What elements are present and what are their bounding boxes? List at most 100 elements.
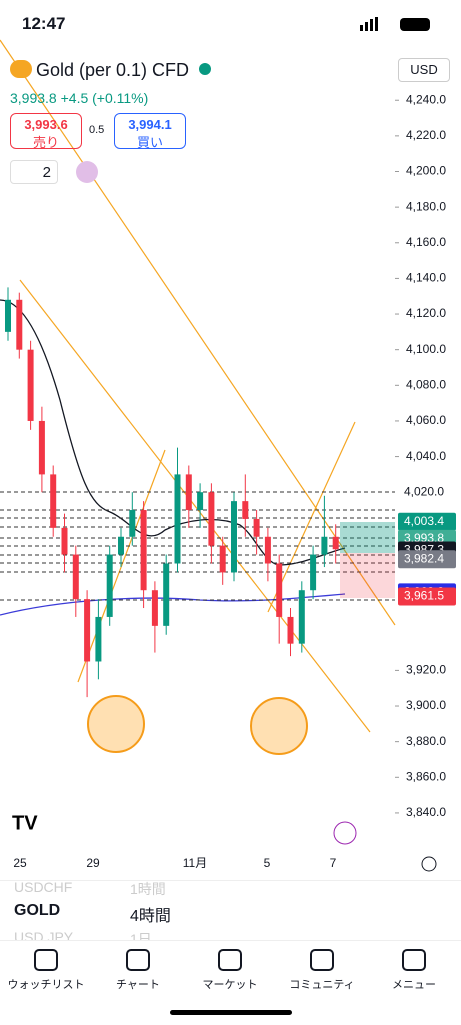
y-tick-label: 4,060.0 (406, 413, 446, 427)
y-tick-label: 3,840.0 (406, 805, 446, 819)
sell-button[interactable]: 3,993.6 売り (10, 113, 82, 150)
y-tick-label: 4,080.0 (406, 377, 446, 391)
logo: TV (12, 812, 38, 834)
market-open-dot (199, 63, 211, 75)
candle-body (287, 616, 294, 644)
highlight-circle (87, 695, 145, 753)
candle-body (16, 299, 23, 350)
price-badge-label: 4,003.4 (404, 514, 444, 528)
candle-body (95, 616, 102, 662)
candle-body (310, 554, 317, 591)
y-tick-label: 4,200.0 (406, 164, 446, 178)
y-tick-label: 3,880.0 (406, 734, 446, 748)
buy-price: 3,994.1 (128, 117, 172, 132)
tab-icon (34, 949, 58, 971)
home-indicator (170, 1010, 292, 1015)
y-tick-label: 3,900.0 (406, 698, 446, 712)
candle-body (50, 474, 57, 528)
buy-button[interactable]: 3,994.1 買い (114, 113, 186, 150)
interval-select[interactable]: 4時間 (130, 908, 171, 925)
highlight-circle (250, 697, 308, 755)
tab-icon (310, 949, 334, 971)
currency[interactable]: USD (398, 58, 450, 82)
tab[interactable]: マーケット (202, 979, 258, 991)
tab[interactable]: メニュー (392, 979, 436, 991)
gold-icon (10, 60, 32, 78)
symbol[interactable]: Gold (per 0.1) CFD (36, 60, 190, 80)
candle-body (84, 599, 91, 662)
last-price: 3,993.8 (10, 90, 57, 106)
tab-bar: ウォッチリスト チャート マーケット コミュニティ メニュー (0, 940, 461, 1025)
spread: 0.5 (89, 124, 105, 136)
candle-body (5, 299, 11, 332)
x-tick-label: 29 (86, 856, 100, 870)
loss-zone (340, 553, 395, 598)
y-tick-label: 4,040.0 (406, 449, 446, 463)
status-icons (360, 17, 440, 31)
candle-body (72, 554, 79, 600)
sell-label: 売り (32, 135, 59, 150)
price-badge-label: 3,982.4 (404, 551, 444, 565)
sync-button[interactable] (76, 161, 98, 183)
candle-body (197, 492, 204, 511)
candle-body (140, 510, 147, 591)
y-tick-label: 4,180.0 (406, 199, 446, 213)
tab[interactable]: ウォッチリスト (7, 979, 85, 991)
candle-body (253, 518, 260, 537)
y-tick-label: 4,100.0 (406, 342, 446, 356)
symbol-prev: USDCHF (14, 879, 73, 895)
price-badge (398, 483, 456, 502)
x-tick-label: 7 (330, 856, 337, 870)
level-lines (0, 491, 395, 601)
candle-body (208, 492, 215, 546)
candle-body (118, 536, 124, 555)
candle-body (242, 501, 249, 519)
tab[interactable]: コミュニティ (289, 979, 355, 991)
candle-body (219, 545, 226, 573)
x-tick-label: 11月 (183, 856, 207, 870)
candle-body (61, 527, 68, 555)
candle-body (27, 349, 34, 421)
y-tick-label: 4,220.0 (406, 128, 446, 142)
toolbar: USDCHF 1時間 GOLD 4時間 USD JPY 1日 (0, 879, 461, 947)
price-badge (398, 587, 456, 606)
x-tick-label: 25 (13, 856, 27, 870)
layout-selector[interactable]: 2 (10, 160, 58, 184)
price-change: +4.5 (+0.11%) (60, 90, 149, 106)
candle-body (185, 474, 192, 511)
status-time: 12:47 (22, 14, 66, 33)
candle-body (321, 536, 328, 555)
moving-average (0, 593, 346, 616)
sell-price: 3,993.6 (24, 117, 68, 132)
price-badge (398, 512, 456, 531)
y-tick-label: 4,160.0 (406, 235, 446, 249)
candle-body (264, 536, 271, 564)
tab-icon (402, 949, 426, 971)
y-tick-label: 3,860.0 (406, 769, 446, 783)
candle-body (151, 590, 158, 626)
chart: TV 4,240.0 4,220.0 4,200.0 4,180.0 4,160.0 4,… (0, 39, 456, 872)
candle-body (38, 420, 45, 475)
settings-button[interactable] (421, 856, 437, 872)
x-tick-label: 5 (264, 856, 271, 870)
candle-body (276, 563, 283, 617)
buy-label: 買い (136, 135, 163, 150)
tab-icon (218, 949, 242, 971)
tab-icon (126, 949, 150, 971)
profit-zone (340, 522, 395, 553)
candle-body (298, 590, 305, 644)
interval-prev: 1時間 (130, 881, 166, 897)
y-tick-label: 4,120.0 (406, 306, 446, 320)
y-tick-label: 3,920.0 (406, 663, 446, 677)
symbol-select[interactable]: GOLD (14, 902, 61, 919)
tab[interactable]: チャート (116, 979, 160, 991)
price-badge (398, 550, 456, 569)
alert-button[interactable] (333, 821, 357, 845)
y-tick-label: 4,140.0 (406, 271, 446, 285)
candle-body (129, 510, 136, 537)
price: 3,993.8 +4.5 (+0.11%) (10, 90, 148, 106)
candle-body (231, 501, 237, 573)
candle-body (106, 554, 113, 617)
